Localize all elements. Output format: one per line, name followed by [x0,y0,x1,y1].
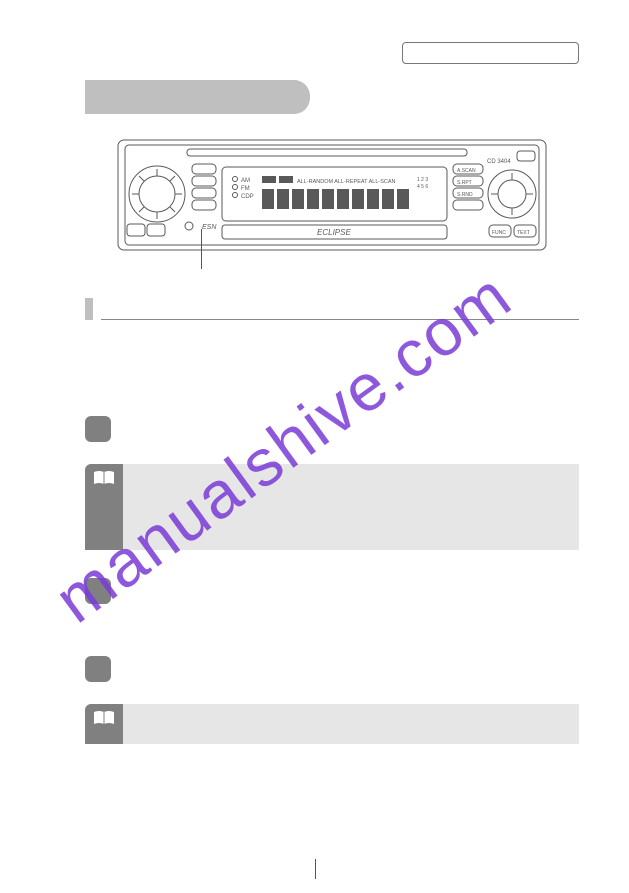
footer-separator [315,859,316,879]
note-box-2 [85,704,579,744]
svg-text:S.RPT: S.RPT [457,180,472,186]
figure-callout-line [201,229,202,269]
step-bullet [85,656,111,682]
step-bullet [85,416,111,442]
section-title-tab [85,80,310,114]
heading-underline [101,297,579,320]
step-2 [85,578,579,604]
step-bullet [85,578,111,604]
note-body [123,704,579,744]
svg-text:S.RND: S.RND [457,192,473,198]
stereo-faceplate-figure: ESN AM FM CDP ALL-RANDOM ALL-REPEAT ALL-… [117,139,547,251]
note-box-1 [85,464,579,550]
mode-cdp: CDP [241,194,254,200]
note-tab [85,464,123,550]
step-1 [85,416,579,442]
brand-label: ECLIPSE [317,228,351,237]
heading-accent-bar [85,298,93,320]
model-label: CD 3404 [487,159,511,165]
esn-label: ESN [202,224,217,231]
content-area: ESN AM FM CDP ALL-RANDOM ALL-REPEAT ALL-… [0,0,629,744]
header-category-box [402,42,579,64]
svg-text:A.SCAN: A.SCAN [457,168,476,174]
mode-am: AM [241,178,250,184]
svg-text:TEXT: TEXT [517,230,530,236]
page: ESN AM FM CDP ALL-RANDOM ALL-REPEAT ALL-… [0,0,629,893]
mode-fm: FM [241,186,250,192]
note-tab [85,704,123,744]
book-icon [93,710,115,726]
note-body [123,464,579,550]
svg-text:FUNC: FUNC [492,230,506,236]
step-3 [85,656,579,682]
book-icon [93,470,115,486]
display-mode-text: ALL-RANDOM ALL-REPEAT ALL-SCAN [297,179,396,185]
svg-text:4 5 6: 4 5 6 [417,184,428,190]
subsection-heading [85,297,579,320]
svg-text:1 2 3: 1 2 3 [417,177,428,183]
